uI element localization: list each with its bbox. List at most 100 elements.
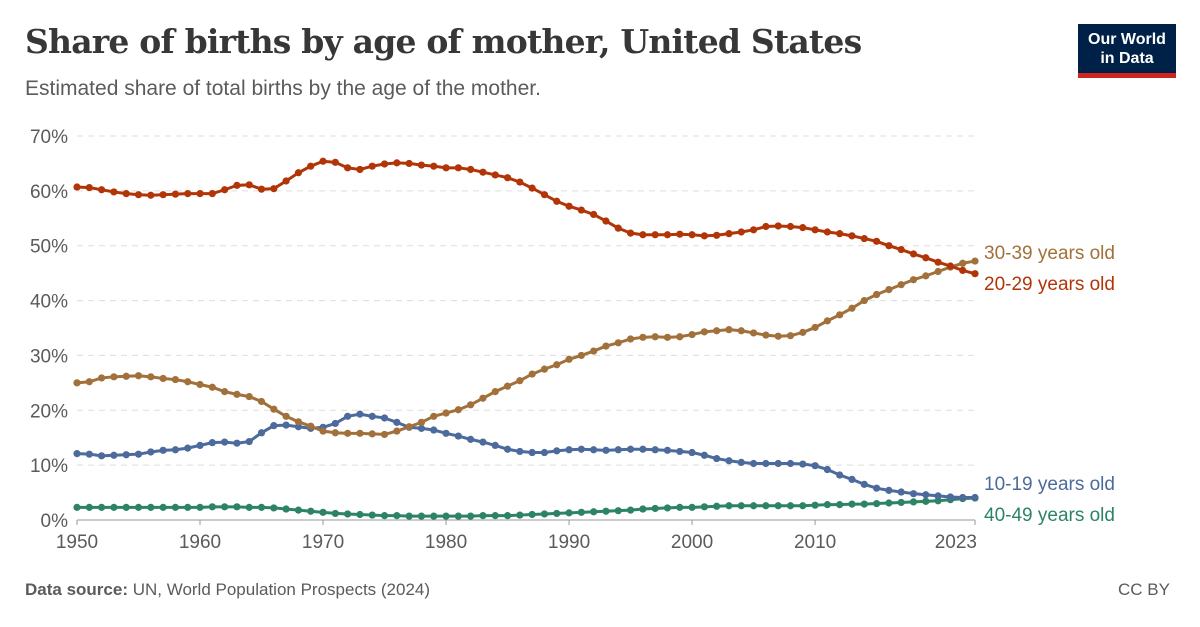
data-point[interactable] [922, 491, 930, 499]
data-point[interactable] [307, 162, 315, 170]
data-point[interactable] [331, 509, 339, 518]
data-point[interactable] [307, 422, 315, 430]
data-point[interactable] [713, 327, 721, 335]
data-point[interactable] [122, 190, 130, 198]
data-point[interactable] [270, 405, 278, 413]
data-point[interactable] [749, 226, 758, 234]
data-point[interactable] [713, 454, 721, 463]
data-point[interactable] [836, 501, 844, 509]
data-point[interactable] [294, 418, 303, 426]
data-point[interactable] [663, 333, 672, 341]
data-point[interactable] [184, 378, 192, 386]
data-point[interactable] [147, 503, 155, 511]
data-point[interactable] [700, 451, 708, 459]
data-point[interactable] [860, 296, 868, 305]
data-point[interactable] [221, 388, 229, 396]
data-point[interactable] [159, 446, 167, 454]
data-point[interactable] [491, 512, 499, 520]
data-point[interactable] [909, 490, 918, 498]
data-point[interactable] [491, 171, 499, 179]
data-point[interactable] [319, 508, 327, 516]
data-point[interactable] [430, 412, 438, 420]
data-point[interactable] [713, 231, 721, 239]
data-point[interactable] [676, 333, 684, 341]
license[interactable]: CC BY [1118, 580, 1170, 599]
data-point[interactable] [799, 460, 807, 468]
data-point[interactable] [553, 509, 561, 518]
data-point[interactable] [823, 501, 831, 509]
data-point[interactable] [245, 181, 253, 189]
data-point[interactable] [516, 377, 524, 385]
data-point[interactable] [417, 418, 426, 426]
data-point[interactable] [860, 480, 868, 488]
data-point[interactable] [885, 486, 893, 494]
data-point[interactable] [577, 508, 585, 516]
data-point[interactable] [417, 161, 426, 169]
data-point[interactable] [700, 328, 708, 336]
data-point[interactable] [959, 266, 967, 274]
data-point[interactable] [344, 429, 352, 437]
data-point[interactable] [971, 270, 979, 278]
data-point[interactable] [836, 471, 844, 479]
data-point[interactable] [823, 228, 831, 236]
data-point[interactable] [577, 445, 585, 453]
data-point[interactable] [85, 503, 93, 511]
data-point[interactable] [184, 444, 192, 452]
data-point[interactable] [134, 372, 143, 380]
data-point[interactable] [872, 499, 881, 508]
data-point[interactable] [184, 503, 192, 511]
data-point[interactable] [221, 438, 229, 446]
data-point[interactable] [786, 222, 795, 231]
data-point[interactable] [430, 512, 438, 520]
data-point[interactable] [590, 347, 598, 355]
data-point[interactable] [528, 370, 536, 378]
data-point[interactable] [762, 331, 770, 339]
data-point[interactable] [417, 424, 426, 432]
data-point[interactable] [774, 459, 782, 468]
data-point[interactable] [651, 333, 659, 341]
data-point[interactable] [147, 448, 155, 456]
data-point[interactable] [257, 429, 266, 437]
data-point[interactable] [626, 445, 635, 453]
data-point[interactable] [848, 500, 856, 508]
data-point[interactable] [257, 397, 266, 406]
data-point[interactable] [676, 503, 684, 511]
data-point[interactable] [639, 333, 647, 341]
data-point[interactable] [688, 231, 696, 239]
data-point[interactable] [663, 446, 672, 454]
data-point[interactable] [688, 330, 696, 339]
data-point[interactable] [122, 451, 130, 459]
data-point[interactable] [454, 432, 462, 440]
data-point[interactable] [221, 503, 229, 511]
data-point[interactable] [639, 505, 647, 513]
data-point[interactable] [393, 512, 401, 520]
data-point[interactable] [614, 224, 622, 232]
data-point[interactable] [836, 230, 844, 238]
data-point[interactable] [503, 174, 512, 182]
data-point[interactable] [553, 447, 561, 455]
data-point[interactable] [799, 502, 807, 510]
data-point[interactable] [221, 186, 229, 194]
data-point[interactable] [651, 504, 659, 513]
series-20-29-years-old[interactable] [73, 157, 979, 278]
data-point[interactable] [540, 510, 549, 518]
data-point[interactable] [897, 245, 905, 254]
data-point[interactable] [208, 439, 216, 447]
data-point[interactable] [307, 507, 315, 515]
series-10-19-years-old[interactable] [73, 410, 979, 502]
data-point[interactable] [577, 206, 585, 214]
data-point[interactable] [626, 335, 635, 343]
data-point[interactable] [479, 168, 487, 176]
data-point[interactable] [430, 426, 438, 434]
data-point[interactable] [897, 281, 905, 289]
data-point[interactable] [626, 506, 635, 514]
data-point[interactable] [368, 162, 376, 170]
data-point[interactable] [786, 332, 795, 340]
data-point[interactable] [282, 412, 290, 420]
data-point[interactable] [737, 327, 745, 335]
data-point[interactable] [897, 488, 905, 496]
data-point[interactable] [245, 392, 253, 401]
data-point[interactable] [651, 446, 659, 454]
data-point[interactable] [676, 447, 684, 456]
data-point[interactable] [713, 502, 721, 510]
